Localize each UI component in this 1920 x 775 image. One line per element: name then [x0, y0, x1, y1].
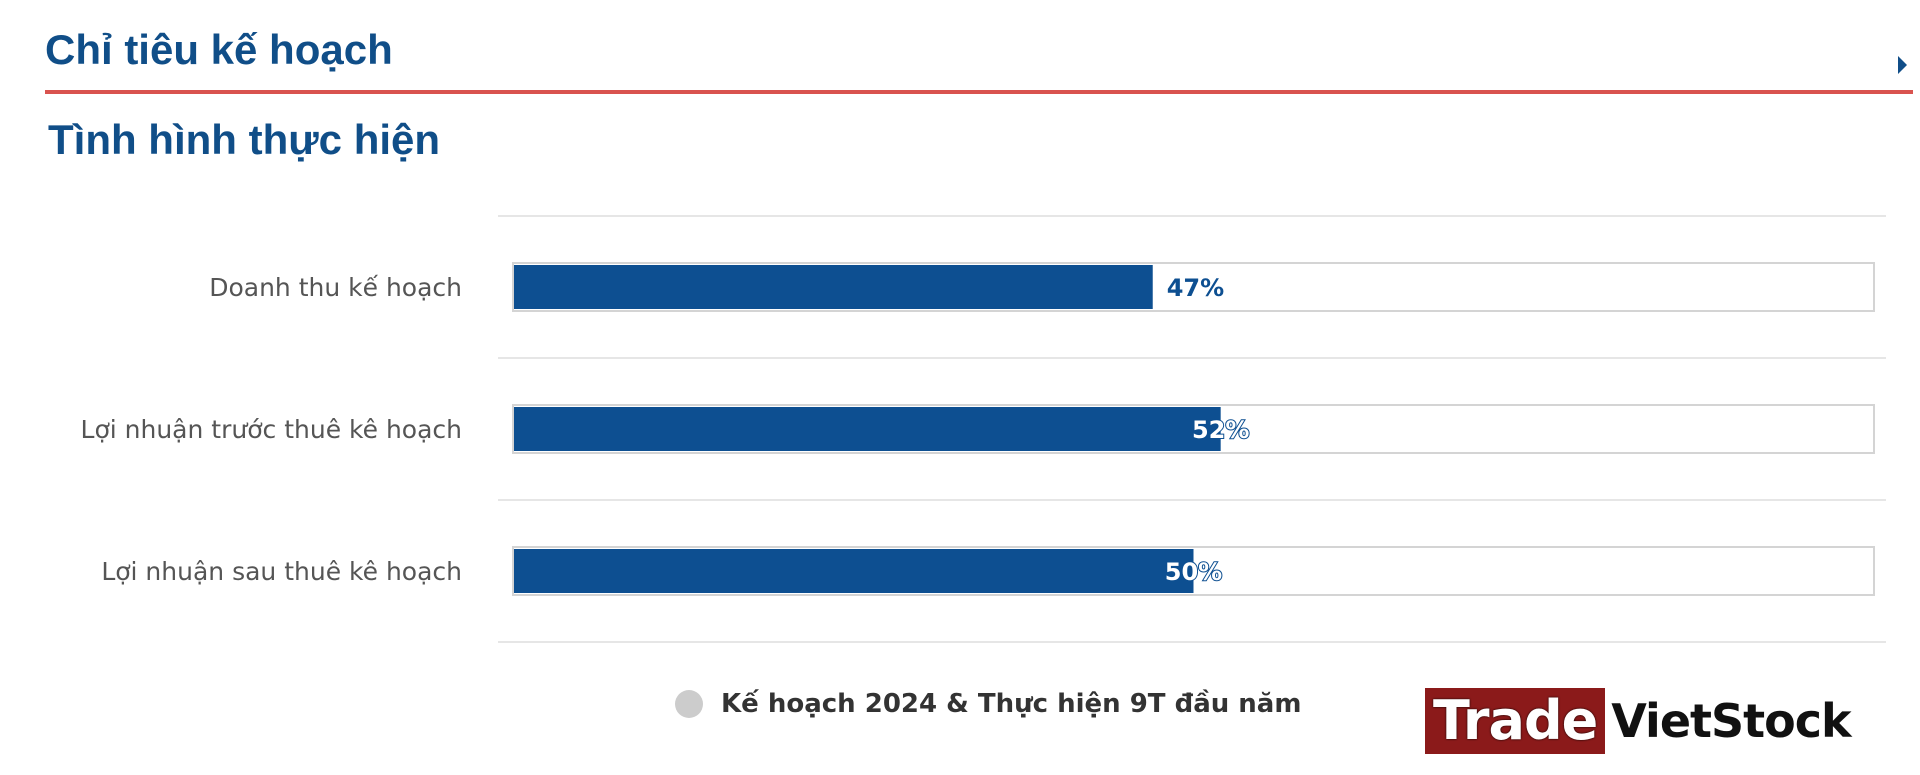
value-label: 47% — [1167, 274, 1224, 302]
bar — [514, 407, 1221, 451]
caret-right-icon[interactable] — [1898, 56, 1907, 74]
bar — [514, 549, 1194, 593]
category-label: Lợi nhuận trước thuê kê hoạch — [81, 415, 462, 444]
legend-marker — [675, 690, 703, 718]
section-header[interactable]: Chỉ tiêu kế hoạch — [45, 22, 1913, 94]
section-title: Chỉ tiêu kế hoạch — [45, 26, 393, 73]
value-label: 50% — [1165, 558, 1222, 586]
value-label: 52% — [1192, 416, 1249, 444]
bar — [514, 265, 1153, 309]
chart-title: Tình hình thực hiện — [48, 116, 441, 163]
chart-legend[interactable]: Kế hoạch 2024 & Thực hiện 9T đầu năm — [675, 686, 1301, 722]
category-label: Doanh thu kế hoạch — [209, 273, 462, 302]
legend-label: Kế hoạch 2024 & Thực hiện 9T đầu năm — [721, 689, 1302, 719]
section-divider — [45, 90, 1913, 94]
watermark-logo: Trade VietStock — [1425, 688, 1852, 754]
watermark-vietstock: VietStock — [1611, 694, 1851, 748]
category-label: Lợi nhuận sau thuê kê hoạch — [101, 557, 462, 586]
watermark-trade: Trade — [1425, 688, 1606, 754]
